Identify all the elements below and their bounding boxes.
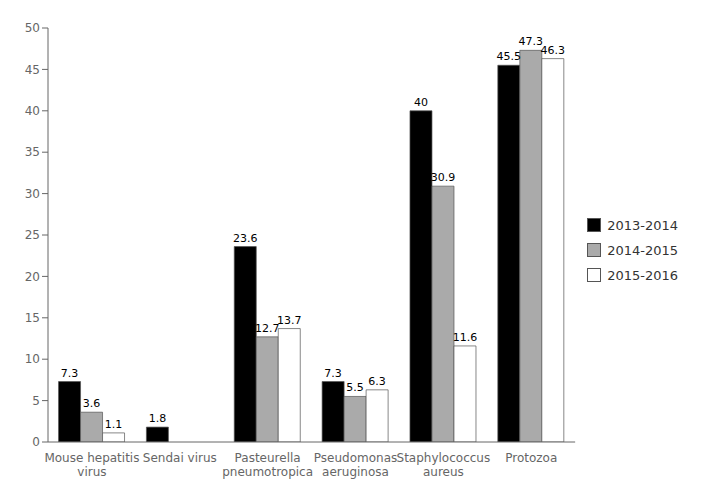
- svg-text:1.1: 1.1: [105, 418, 123, 431]
- svg-text:30: 30: [25, 187, 40, 201]
- svg-text:0: 0: [32, 435, 40, 449]
- html-text:2013-2014: 2013-2014: [607, 217, 678, 233]
- svg-text:46.3: 46.3: [541, 44, 566, 57]
- svg-text:Pseudomonasaeruginosa: Pseudomonasaeruginosa: [314, 451, 397, 479]
- svg-text:Staphylococcusaureus: Staphylococcusaureus: [397, 451, 491, 479]
- svg-text:1.8: 1.8: [149, 412, 167, 425]
- svg-text:25: 25: [25, 228, 40, 242]
- html-text:2014-2015: 2014-2015: [607, 242, 678, 258]
- svg-text:Mouse hepatitisvirus: Mouse hepatitisvirus: [44, 451, 139, 479]
- svg-text:7.3: 7.3: [324, 367, 342, 380]
- svg-text:3.6: 3.6: [83, 397, 101, 410]
- svg-text:Pasteurellapneumotropica: Pasteurellapneumotropica: [222, 451, 313, 479]
- svg-text:23.6: 23.6: [233, 232, 258, 245]
- svg-text:12.7: 12.7: [255, 322, 280, 335]
- svg-text:11.6: 11.6: [453, 331, 478, 344]
- svg-text:40: 40: [25, 104, 40, 118]
- svg-text:5.5: 5.5: [346, 381, 364, 394]
- svg-text:Sendai virus: Sendai virus: [143, 451, 217, 465]
- svg-text:7.3: 7.3: [61, 367, 79, 380]
- svg-text:5: 5: [32, 394, 40, 408]
- svg-text:20: 20: [25, 270, 40, 284]
- svg-text:35: 35: [25, 145, 40, 159]
- svg-text:13.7: 13.7: [277, 314, 302, 327]
- svg-text:6.3: 6.3: [368, 375, 386, 388]
- svg-text:10: 10: [25, 352, 40, 366]
- svg-text:40: 40: [414, 96, 428, 109]
- html-text:2015-2016: 2015-2016: [607, 267, 678, 283]
- svg-text:30.9: 30.9: [431, 171, 456, 184]
- svg-text:15: 15: [25, 311, 40, 325]
- svg-text:45: 45: [25, 63, 40, 77]
- svg-text:Protozoa: Protozoa: [505, 451, 557, 465]
- svg-text:50: 50: [25, 21, 40, 35]
- svg-text:45.5: 45.5: [497, 50, 522, 63]
- svg-text:47.3: 47.3: [519, 35, 544, 48]
